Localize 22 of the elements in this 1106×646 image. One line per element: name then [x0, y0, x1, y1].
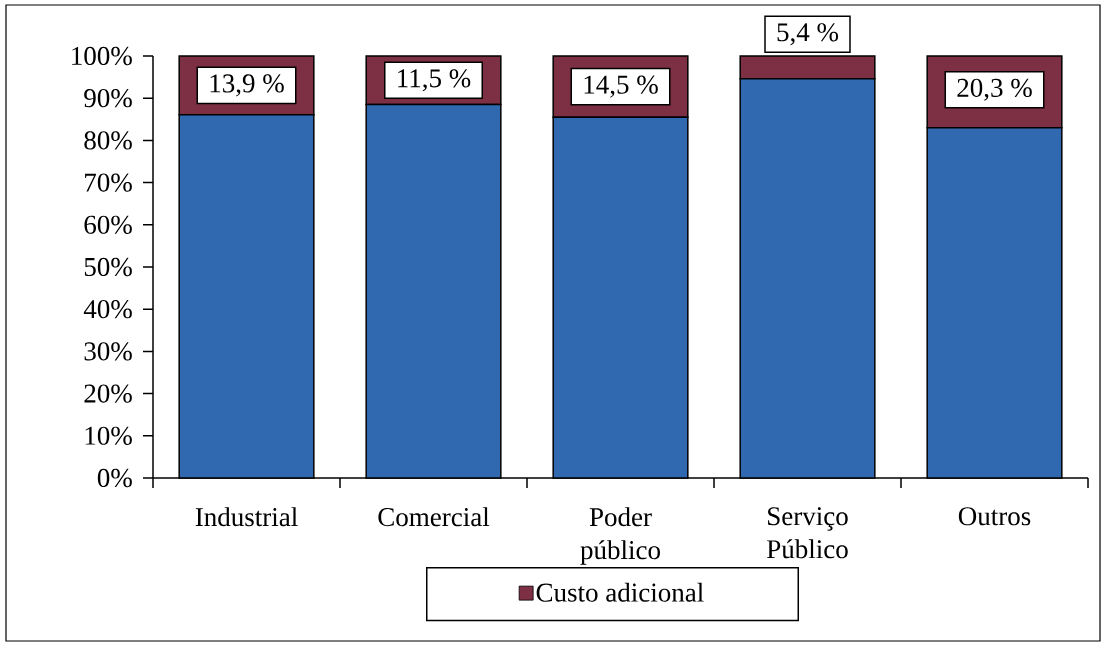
data-label: 11,5 % — [398, 69, 471, 92]
annotation: 20,3 % — [957, 78, 1032, 101]
y-tick-label: 90% — [84, 89, 132, 108]
x-tick-label: Industrial — [195, 507, 298, 527]
y-tick-label: 100% — [72, 46, 132, 66]
y-tick-label: 30% — [84, 342, 132, 361]
y-tick-label: 60% — [84, 215, 132, 234]
y-tick-label: 50% — [84, 257, 132, 277]
y-tick-label: 70% — [85, 173, 132, 192]
x-tick-label: Comercial — [378, 507, 490, 527]
x-tick-label: Poder público — [580, 507, 660, 565]
y-tick-label: 0% — [97, 468, 132, 488]
data-label: 13,9 % — [210, 74, 284, 97]
y-tick-label: 40% — [83, 300, 132, 319]
x-tick-label: Outros — [958, 507, 1031, 526]
data-label: 14,5 % — [584, 75, 658, 98]
y-tick-label: 80% — [84, 131, 132, 150]
y-tick-label: 20% — [84, 384, 132, 403]
data-label: 5,4 % — [777, 23, 839, 46]
legend-label: Custo adicional — [536, 582, 704, 602]
x-tick-label: Serviço Público — [767, 507, 848, 559]
y-tick-label: 10% — [85, 426, 132, 445]
